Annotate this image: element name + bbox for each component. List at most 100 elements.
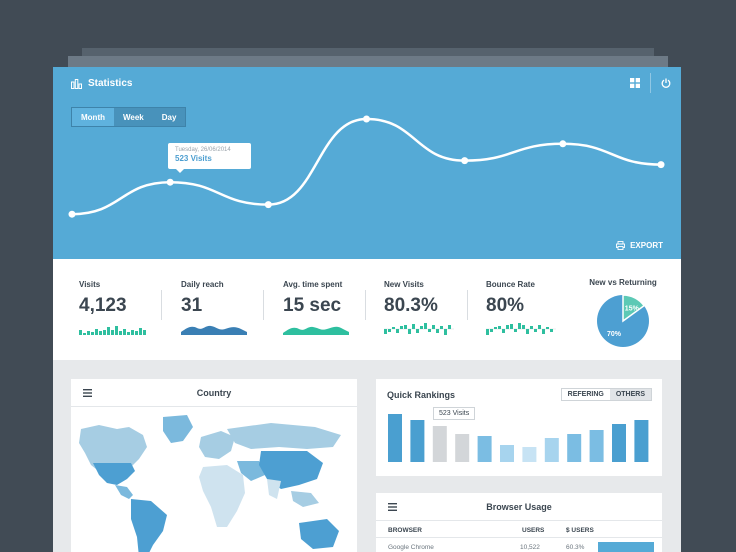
bounce-rate-sparkline [486,323,556,335]
stat-value: 80.3% [384,295,438,316]
dashboard-card: Statistics Month Week D [53,67,681,552]
visits-data-point[interactable] [559,140,567,148]
stat-visits: Visits 4,123 [79,280,169,335]
browser-usage-panel: Browser Usage BROWSER USERS $ USERS Goog… [376,493,662,552]
quick-rankings-panel: Quick Rankings REFERING OTHERS 523 Visit… [376,379,662,476]
new-vs-returning: New vs Returning 15% 70% [583,278,663,357]
browser-title: Browser Usage [486,501,552,512]
map-region-russia[interactable] [227,423,341,449]
grid-view-button[interactable] [620,67,650,99]
rankings-tooltip: 523 Visits [433,407,476,420]
stat-value: 15 sec [283,295,342,316]
avg-time-sparkline [283,326,349,335]
printer-icon [616,241,626,250]
toggle-refering[interactable]: REFERING [561,389,610,400]
export-label: EXPORT [630,241,663,250]
stat-value: 31 [181,295,203,316]
card-stack-back [82,48,654,56]
tab-week[interactable]: Week [123,112,144,122]
map-region-africa[interactable] [199,465,245,527]
tab-day[interactable]: Day [161,112,177,122]
menu-icon[interactable] [388,503,397,511]
browser-usage-bar [598,542,654,552]
ranking-bar[interactable] [522,447,537,462]
visits-data-point[interactable] [166,178,174,186]
visits-sparkline [79,326,146,335]
world-map[interactable] [71,407,357,552]
map-region-middle-east[interactable] [237,461,265,481]
ranking-bar[interactable] [634,420,649,462]
visits-line-chart [68,115,665,218]
map-region-europe[interactable] [199,431,235,459]
visits-data-point[interactable] [363,115,370,123]
ranking-bar[interactable] [388,414,402,462]
grid-icon [630,78,640,88]
export-button[interactable]: EXPORT [616,241,663,250]
stat-value: 4,123 [79,295,127,316]
range-tabs: Month Week Day [71,107,187,127]
visits-data-point[interactable] [461,157,469,165]
map-region-south-america[interactable] [131,499,167,552]
ranking-bar[interactable] [500,445,514,462]
pie-label-returning: 70% [607,331,622,338]
new-visits-sparkline [384,323,454,335]
map-region-southeast-asia[interactable] [291,491,319,507]
map-region-usa[interactable] [93,463,135,485]
map-region-greenland[interactable] [163,415,193,443]
bar-chart-icon [71,78,82,89]
stat-divider [467,290,468,320]
chart-tooltip: Tuesday, 26/06/2014 523 Visits [168,143,251,173]
power-button[interactable] [651,67,681,99]
tab-month[interactable]: Month [72,108,114,126]
column-dollar-users[interactable]: $ USERS [566,527,594,534]
stat-label: New Visits [384,280,424,289]
stat-divider [263,290,264,320]
statistics-title: Statistics [71,78,132,89]
ranking-bar[interactable] [410,420,425,462]
actions-divider [650,73,651,93]
stat-label: Avg. time spent [283,280,343,289]
country-title: Country [196,387,232,398]
column-users[interactable]: USERS [522,527,545,534]
visits-data-point[interactable] [264,201,272,209]
stat-label: Visits [79,280,101,289]
map-region-central-america[interactable] [115,485,133,499]
stat-divider [365,290,366,320]
toggle-others[interactable]: OTHERS [609,389,651,400]
ranking-bar[interactable] [589,430,604,462]
visits-data-point[interactable] [68,210,76,218]
country-panel-header: Country [71,379,357,407]
new-vs-returning-pie: 15% 70% [597,294,649,347]
column-browser[interactable]: BROWSER [388,527,422,534]
visits-series-line [71,117,662,216]
stat-label: Daily reach [181,280,224,289]
ranking-bar[interactable] [567,434,582,462]
ranking-bar[interactable] [477,436,492,462]
stat-daily-reach: Daily reach 31 [181,280,271,335]
pie-slice-new [622,294,646,323]
country-panel: Country [71,379,357,552]
stat-label: Bounce Rate [486,280,535,289]
rankings-bar-chart [388,414,649,462]
stat-avg-time: Avg. time spent 15 sec [283,280,373,335]
browser-pct: 60.3% [566,544,585,551]
visits-data-point[interactable] [657,161,665,169]
ranking-bar[interactable] [612,424,626,462]
ranking-bar[interactable] [455,434,470,462]
ranking-bar[interactable] [432,426,447,462]
ranking-bar[interactable] [544,438,559,462]
browser-users: 10,522 [520,544,540,551]
power-icon [661,78,671,88]
daily-reach-sparkline [181,325,247,335]
table-row[interactable]: Google Chrome 10,522 60.3% [376,539,662,552]
header-actions [620,67,681,99]
browser-table-header: BROWSER USERS $ USERS [376,524,662,538]
pie-title: New vs Returning [589,278,657,287]
pie-label-new: 15% [625,306,640,313]
menu-icon[interactable] [83,389,92,397]
map-region-asia[interactable] [259,451,323,489]
browser-name: Google Chrome [388,544,434,551]
map-region-india[interactable] [267,479,281,499]
map-region-australia[interactable] [299,519,339,549]
browser-panel-header: Browser Usage [376,493,662,521]
